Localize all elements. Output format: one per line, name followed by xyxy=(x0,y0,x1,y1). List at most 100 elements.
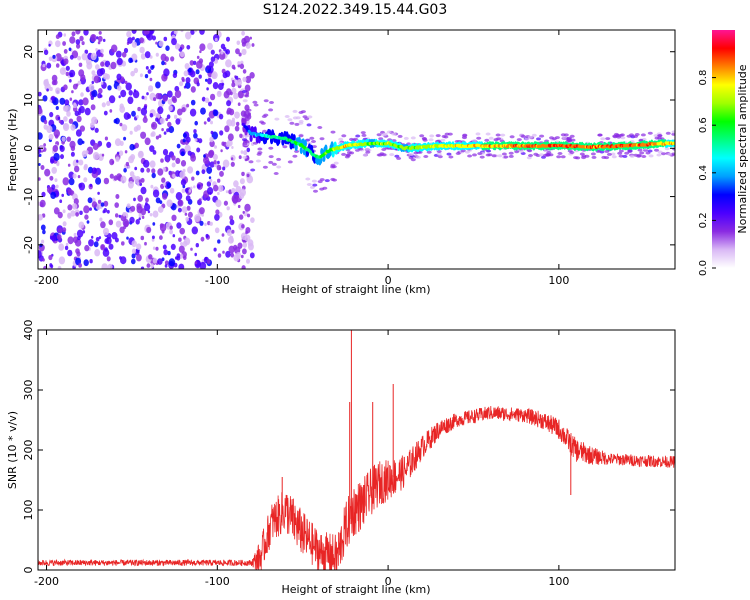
noise-blob xyxy=(69,69,76,78)
noise-blob xyxy=(177,108,183,116)
noise-blob xyxy=(159,117,165,125)
noise-blob xyxy=(238,192,245,200)
noise-blob xyxy=(167,250,171,256)
noise-blob xyxy=(95,48,98,52)
noise-blob xyxy=(132,90,140,99)
noise-blob xyxy=(217,160,220,165)
noise-blob xyxy=(159,235,163,240)
noise-blob xyxy=(48,254,53,261)
noise-blob xyxy=(52,54,56,59)
noise-blob xyxy=(62,123,70,131)
noise-blob xyxy=(186,45,191,50)
noise-blob xyxy=(180,30,184,33)
noise-blob xyxy=(73,232,77,237)
noise-blob xyxy=(74,238,82,247)
noise-blob xyxy=(193,129,197,134)
noise-blob xyxy=(153,97,157,102)
noise-blob xyxy=(55,184,59,189)
ridge-haze xyxy=(546,150,552,154)
ridge-haze xyxy=(561,136,567,140)
colorbar-tick-label: 0.8 xyxy=(698,70,709,86)
noise-blob xyxy=(133,126,139,132)
noise-blob xyxy=(123,112,130,120)
noise-blob xyxy=(46,62,52,69)
noise-blob xyxy=(94,127,99,133)
noise-blob xyxy=(38,107,43,115)
noise-blob xyxy=(84,107,91,116)
snr-line xyxy=(38,405,675,570)
ridge-outer xyxy=(299,146,303,155)
y-tick-label: 200 xyxy=(22,440,35,461)
ridge-haze xyxy=(560,155,566,159)
noise-blob xyxy=(114,80,117,84)
noise-blob xyxy=(62,227,67,233)
ridge-haze xyxy=(671,130,675,134)
noise-blob xyxy=(152,246,156,250)
noise-blob xyxy=(190,86,196,93)
noise-blob xyxy=(195,69,200,75)
noise-blob xyxy=(155,246,159,251)
ridge-haze xyxy=(252,100,258,104)
noise-blob xyxy=(226,100,232,107)
ridge-haze xyxy=(653,134,659,138)
noise-blob xyxy=(220,50,224,55)
noise-blob xyxy=(83,259,89,267)
ridge-haze xyxy=(661,152,666,156)
noise-blob xyxy=(141,215,145,219)
noise-blob xyxy=(57,211,63,219)
noise-blob xyxy=(61,136,66,142)
noise-blob xyxy=(91,70,96,76)
noise-blob xyxy=(79,125,85,132)
colorbar-tick-label: 0.2 xyxy=(698,212,709,228)
noise-blob xyxy=(199,261,207,269)
noise-blob xyxy=(76,115,82,123)
noise-blob xyxy=(241,224,245,229)
noise-blob xyxy=(151,168,156,174)
ridge-haze xyxy=(622,154,628,158)
noise-blob xyxy=(179,51,185,58)
noise-blob xyxy=(146,32,153,41)
ridge-haze xyxy=(597,133,603,137)
noise-blob xyxy=(140,131,147,139)
noise-blob xyxy=(139,46,145,54)
ridge-haze xyxy=(391,132,397,136)
noise-blob xyxy=(137,194,143,202)
noise-blob xyxy=(81,41,85,46)
noise-blob xyxy=(138,213,142,218)
noise-blob xyxy=(236,79,243,86)
noise-blob xyxy=(242,69,247,74)
noise-blob xyxy=(131,41,137,48)
noise-blob xyxy=(106,100,111,107)
noise-blob xyxy=(39,199,46,208)
noise-blob xyxy=(152,222,156,226)
noise-blob xyxy=(219,51,226,60)
noise-blob xyxy=(86,220,90,224)
noise-blob xyxy=(131,30,137,34)
noise-blob xyxy=(99,67,106,75)
noise-blob xyxy=(102,210,106,214)
noise-blob xyxy=(238,52,242,57)
ridge-haze xyxy=(436,152,442,156)
noise-blob xyxy=(51,166,57,174)
ridge-haze xyxy=(556,155,562,159)
noise-blob xyxy=(236,121,240,127)
noise-blob xyxy=(163,68,170,77)
noise-blob xyxy=(165,117,169,122)
snr-plot-area xyxy=(38,330,675,570)
noise-blob xyxy=(67,249,73,257)
noise-blob xyxy=(189,70,196,78)
noise-blob xyxy=(59,145,65,152)
ridge-haze xyxy=(242,99,248,103)
y-tick-label: 20 xyxy=(22,45,35,59)
ridge-haze xyxy=(268,160,274,164)
noise-blob xyxy=(129,216,135,224)
ridge-haze xyxy=(667,152,673,156)
ridge-haze xyxy=(298,134,304,138)
noise-blob xyxy=(224,125,230,133)
ridge-haze xyxy=(443,135,449,139)
noise-blob xyxy=(140,53,146,60)
noise-blob xyxy=(210,130,214,135)
noise-blob xyxy=(78,69,85,77)
noise-blob xyxy=(196,147,201,153)
